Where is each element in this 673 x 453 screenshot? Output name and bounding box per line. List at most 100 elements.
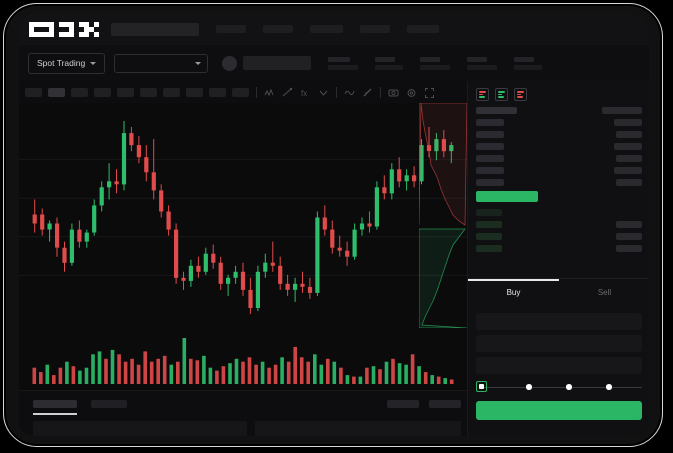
orderbook-bid-row[interactable] bbox=[468, 233, 649, 240]
svg-text:fx: fx bbox=[301, 89, 307, 98]
orderbook-ask-row[interactable] bbox=[468, 167, 649, 174]
stepper-step-2[interactable] bbox=[526, 384, 532, 390]
pair-select[interactable] bbox=[114, 53, 209, 73]
stepper-step-4[interactable] bbox=[606, 384, 612, 390]
orderbook-bid-row[interactable] bbox=[468, 245, 649, 252]
orderbook-price-cell bbox=[476, 143, 504, 150]
logo-pixel bbox=[29, 21, 34, 27]
tf-1[interactable] bbox=[25, 87, 42, 97]
depth-chart-svg bbox=[418, 102, 468, 329]
stepper-step-3[interactable] bbox=[566, 384, 572, 390]
spot-trading-label: Spot Trading bbox=[37, 58, 86, 68]
tf-2[interactable] bbox=[48, 87, 65, 97]
orderbook-mode-both-icon[interactable] bbox=[476, 88, 489, 101]
orderbook-ask-row[interactable] bbox=[468, 155, 649, 162]
order-field-2[interactable] bbox=[476, 335, 642, 352]
stat-5 bbox=[514, 56, 543, 70]
camera-icon[interactable] bbox=[388, 87, 399, 98]
tf-10[interactable] bbox=[232, 87, 249, 97]
place-order-button[interactable] bbox=[476, 401, 642, 420]
orderbook-amount-cell bbox=[616, 221, 642, 228]
ruler-icon[interactable] bbox=[362, 87, 373, 98]
stat-value bbox=[420, 64, 451, 70]
orderbook-bid-row[interactable] bbox=[468, 209, 649, 216]
stat-label bbox=[514, 56, 535, 62]
orderbook-mode-bids-icon[interactable] bbox=[495, 88, 508, 101]
settings-gear-icon[interactable] bbox=[406, 87, 417, 98]
nav-item-5[interactable] bbox=[407, 25, 439, 33]
logo-pixel bbox=[94, 31, 99, 37]
orderbook-price-cell bbox=[476, 119, 504, 126]
tf-6[interactable] bbox=[140, 87, 157, 97]
bottom-tab-2[interactable] bbox=[91, 400, 127, 408]
indicator-wave-icon[interactable] bbox=[264, 87, 275, 98]
buy-tab[interactable]: Buy bbox=[468, 279, 559, 305]
top-navigation-bar bbox=[19, 13, 649, 45]
orderbook-ask-row[interactable] bbox=[468, 119, 649, 126]
tf-3[interactable] bbox=[71, 87, 88, 97]
nav-item-2[interactable] bbox=[263, 25, 293, 33]
orderbook-amount-cell bbox=[614, 119, 642, 126]
orderbook-ask-row[interactable] bbox=[468, 143, 649, 150]
orderbook-amount-cell bbox=[602, 107, 642, 114]
spot-trading-dropdown[interactable]: Spot Trading bbox=[28, 52, 106, 74]
sell-tab[interactable]: Sell bbox=[559, 279, 649, 305]
logo-pixel bbox=[69, 31, 74, 37]
logo-pixel bbox=[84, 31, 89, 37]
logo-pixel bbox=[59, 21, 64, 27]
orderbook-trade-panel: Buy Sell bbox=[467, 81, 649, 436]
logo-pixel bbox=[79, 21, 84, 27]
orderbook-rows[interactable] bbox=[468, 107, 649, 252]
text-tool-icon[interactable]: fx bbox=[300, 87, 311, 98]
nav-item-1[interactable] bbox=[216, 25, 246, 33]
orderbook-amount-cell bbox=[614, 143, 642, 150]
orderbook-mode-switcher bbox=[468, 81, 649, 101]
candlestick-chart[interactable] bbox=[19, 103, 467, 328]
stepper-step-1-active[interactable] bbox=[476, 381, 487, 392]
okx-logo[interactable] bbox=[29, 21, 99, 37]
order-field-1[interactable] bbox=[476, 313, 642, 330]
stat-value bbox=[467, 64, 498, 70]
logo-pixel bbox=[44, 21, 49, 27]
global-search-input[interactable] bbox=[111, 22, 199, 36]
order-field-3[interactable] bbox=[476, 357, 642, 374]
stat-value bbox=[328, 64, 359, 70]
stat-value bbox=[514, 64, 543, 70]
tf-5[interactable] bbox=[117, 87, 134, 97]
nav-item-3[interactable] bbox=[310, 25, 343, 33]
orderbook-ask-row[interactable] bbox=[468, 131, 649, 138]
fullscreen-icon[interactable] bbox=[424, 87, 435, 98]
tf-7[interactable] bbox=[163, 87, 180, 97]
orderbook-price-cell bbox=[476, 221, 502, 228]
line-chart-icon[interactable] bbox=[344, 87, 355, 98]
stat-2 bbox=[375, 56, 404, 70]
tf-4[interactable] bbox=[94, 87, 111, 97]
nav-item-4[interactable] bbox=[360, 25, 390, 33]
orderbook-mode-asks-icon[interactable] bbox=[514, 88, 527, 101]
trend-line-icon[interactable] bbox=[282, 87, 293, 98]
candlestick-svg bbox=[19, 121, 467, 314]
logo-pixel bbox=[49, 21, 54, 27]
tf-8[interactable] bbox=[186, 87, 203, 97]
orderbook-ask-row[interactable] bbox=[468, 179, 649, 186]
bottom-action-1[interactable] bbox=[387, 400, 419, 408]
chevron-down-icon[interactable] bbox=[318, 87, 329, 98]
toolbar-divider bbox=[256, 86, 257, 98]
tf-9[interactable] bbox=[209, 87, 226, 97]
orders-table-left[interactable] bbox=[33, 421, 247, 436]
orderbook-price-cell bbox=[476, 107, 517, 114]
order-progress-stepper[interactable] bbox=[476, 381, 642, 393]
logo-pixel bbox=[84, 21, 89, 27]
orders-panel bbox=[19, 390, 467, 436]
orderbook-price-row[interactable] bbox=[468, 191, 649, 204]
logo-pixel bbox=[79, 31, 84, 37]
orderbook-bid-row[interactable] bbox=[468, 221, 649, 228]
orderbook-price-highlight bbox=[476, 191, 538, 202]
orderbook-ask-row[interactable] bbox=[468, 107, 649, 114]
logo-pixel bbox=[34, 21, 39, 27]
stat-3 bbox=[420, 56, 451, 70]
bottom-action-2[interactable] bbox=[429, 400, 461, 408]
bottom-tab-1[interactable] bbox=[33, 400, 77, 408]
orders-table-right[interactable] bbox=[255, 421, 461, 436]
